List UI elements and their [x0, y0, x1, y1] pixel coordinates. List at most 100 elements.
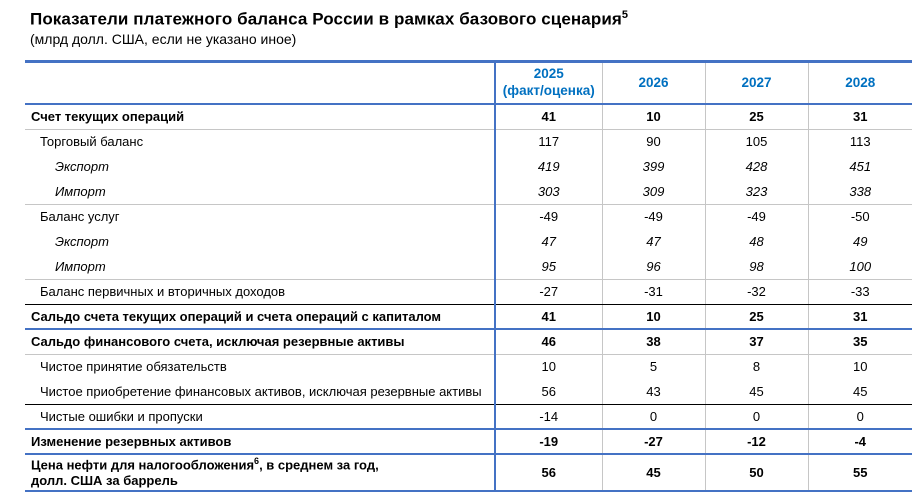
value-cell: 35: [807, 329, 912, 355]
value-cell: 43: [601, 379, 705, 405]
row-label: Импорт: [25, 254, 495, 280]
value-cell: 45: [807, 379, 912, 405]
value-cell: 45: [601, 454, 705, 492]
table-header: 2025 (факт/оценка) 2026 2027 2028: [25, 59, 912, 106]
value-cell: 100: [807, 254, 912, 280]
table-row: Чистое принятие обязательств 10 5 8 10: [25, 354, 912, 380]
row-label: Баланс первичных и вторичных доходов: [25, 279, 495, 305]
value-cell: 96: [601, 254, 705, 280]
value-cell: 303: [494, 179, 602, 205]
table-row: Импорт 95 96 98 100: [25, 254, 912, 280]
table-row: Чистое приобретение финансовых активов, …: [25, 379, 912, 405]
value-cell: 46: [494, 329, 602, 355]
table-row: Изменение резервных активов -19 -27 -12 -4: [25, 429, 912, 456]
value-cell: 47: [601, 229, 705, 255]
value-cell: 56: [494, 454, 602, 492]
table-row: Экспорт 47 47 48 49: [25, 229, 912, 255]
value-cell: 31: [807, 104, 912, 130]
header-label-cell: [25, 59, 495, 106]
value-cell: -31: [601, 279, 705, 305]
value-cell: 95: [494, 254, 602, 280]
row-label: Сальдо финансового счета, исключая резер…: [25, 329, 495, 355]
page-subtitle: (млрд долл. США, если не указано иное): [30, 31, 297, 48]
header-col-2025: 2025 (факт/оценка): [494, 59, 602, 106]
value-cell: 47: [494, 229, 602, 255]
value-cell: 10: [807, 354, 912, 380]
value-cell: 451: [807, 154, 912, 180]
page-title: Показатели платежного баланса России в р…: [30, 9, 915, 29]
value-cell: 5: [601, 354, 705, 380]
value-cell: 0: [807, 404, 912, 431]
table-row: Баланс услуг -49 -49 -49 -50: [25, 204, 912, 230]
value-cell: 10: [494, 354, 602, 380]
value-cell: 37: [704, 329, 808, 355]
value-cell: 56: [494, 379, 602, 405]
value-cell: 113: [807, 129, 912, 155]
header-col-2026: 2026: [601, 59, 705, 106]
table-row: Экспорт 419 399 428 451: [25, 154, 912, 180]
row-label: Торговый баланс: [40, 134, 144, 150]
row-label: Экспорт: [55, 233, 109, 249]
page-title-text: Показатели платежного баланса России в р…: [30, 9, 622, 29]
header-2025-year: 2025: [533, 66, 564, 82]
row-label: Экспорт: [55, 158, 109, 174]
value-cell: 419: [494, 154, 602, 180]
value-cell: 25: [704, 104, 808, 130]
value-cell: 45: [704, 379, 808, 405]
value-cell: -32: [704, 279, 808, 305]
value-cell: 0: [704, 404, 808, 431]
value-cell: 98: [704, 254, 808, 280]
table-row: Сальдо финансового счета, исключая резер…: [25, 329, 912, 355]
header-col-2028: 2028: [807, 59, 912, 106]
value-cell: 41: [494, 104, 602, 130]
value-cell: 10: [601, 304, 705, 331]
value-cell: 323: [704, 179, 808, 205]
row-label: Сальдо счета текущих операций и счета оп…: [25, 304, 495, 331]
value-cell: 399: [601, 154, 705, 180]
value-cell: -49: [494, 204, 602, 230]
row-label: Чистое принятие обязательств: [40, 359, 227, 375]
value-cell: -4: [807, 429, 912, 456]
value-cell: 48: [704, 229, 808, 255]
value-cell: -14: [494, 404, 602, 431]
table-body: Счет текущих операций 41 10 25 31 Торговый ба…: [25, 104, 912, 492]
value-cell: 0: [601, 404, 705, 431]
value-cell: 50: [704, 454, 808, 492]
value-cell: 38: [601, 329, 705, 355]
value-cell: -50: [807, 204, 912, 230]
label-footnote-marker: 6: [254, 456, 260, 467]
row-label: Импорт: [25, 179, 495, 205]
value-cell: 338: [807, 179, 912, 205]
value-cell: -33: [807, 279, 912, 305]
value-cell: 31: [807, 304, 912, 331]
header-row: 2025 (факт/оценка) 2026 2027 2028: [25, 59, 912, 106]
row-label: Баланс услуг: [40, 209, 120, 225]
title-footnote-marker: 5: [621, 9, 629, 21]
row-label: Изменение резервных активов: [25, 429, 495, 456]
balance-of-payments-table: 2025 (факт/оценка) 2026 2027 2028 Счет те…: [25, 59, 912, 492]
value-cell: 90: [601, 129, 705, 155]
value-cell: 309: [601, 179, 705, 205]
table-row: Импорт 303 309 323 338: [25, 179, 912, 205]
value-cell: -49: [704, 204, 808, 230]
header-col-2027: 2027: [704, 59, 808, 106]
table-row: Счет текущих операций 41 10 25 31: [25, 104, 912, 130]
row-label: Чистое приобретение финансовых активов, …: [25, 379, 495, 405]
value-cell: -27: [494, 279, 602, 305]
header-2025-note: (факт/оценка): [502, 82, 595, 98]
value-cell: 105: [704, 129, 808, 155]
value-cell: 8: [704, 354, 808, 380]
table-row: Баланс первичных и вторичных доходов -27-…: [25, 279, 912, 305]
value-cell: -49: [601, 204, 705, 230]
value-cell: 117: [494, 129, 602, 155]
value-cell: -19: [494, 429, 602, 456]
value-cell: 41: [494, 304, 602, 331]
value-cell: 10: [601, 104, 705, 130]
row-label: Счет текущих операций: [25, 104, 495, 130]
value-cell: -27: [601, 429, 705, 456]
table-row: Сальдо счета текущих операций и счета оп…: [25, 304, 912, 331]
value-cell: -12: [704, 429, 808, 456]
row-label: Чистые ошибки и пропуски: [25, 404, 495, 431]
value-cell: 428: [704, 154, 808, 180]
